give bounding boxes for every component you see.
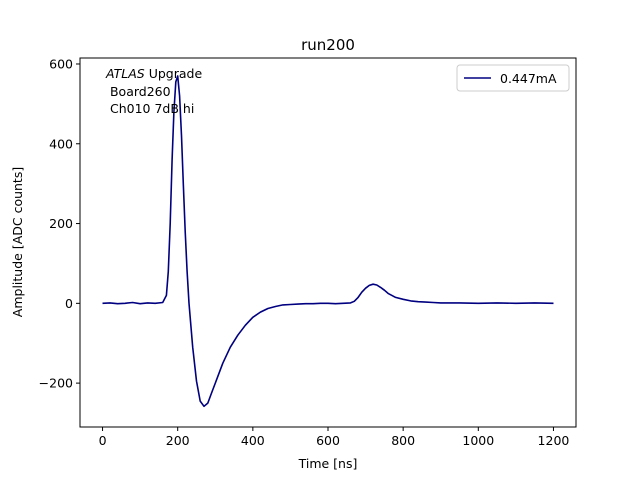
x-tick-label: 800 — [391, 433, 415, 448]
annotation-line-2: Board260 — [106, 84, 171, 99]
annotation: ATLAS Upgrade Board260 Ch010 7dB hi — [105, 66, 202, 116]
series-layer — [102, 75, 554, 408]
series-line — [102, 75, 554, 408]
x-tick-label: 200 — [166, 433, 190, 448]
legend-box — [456, 64, 570, 92]
x-axis: 0 200 400 600 800 1000 1200 — [99, 427, 570, 448]
annotation-atlas: ATLAS — [105, 66, 145, 81]
x-tick-label: 1000 — [462, 433, 494, 448]
x-tick-label: 1200 — [538, 433, 570, 448]
y-tick-label: 400 — [49, 136, 73, 151]
legend: 0.447mA — [456, 64, 570, 92]
x-tick-label: 0 — [99, 433, 107, 448]
annotation-upgrade: Upgrade — [145, 66, 203, 81]
x-tick-label: 400 — [241, 433, 265, 448]
y-tick-label: −200 — [39, 376, 73, 391]
chart-title: run200 — [301, 36, 355, 54]
annotation-line-3: Ch010 7dB hi — [106, 101, 194, 116]
y-tick-label: 0 — [65, 296, 73, 311]
y-tick-label: 200 — [49, 216, 73, 231]
legend-label: 0.447mA — [500, 71, 557, 86]
x-axis-label: Time [ns] — [298, 456, 358, 471]
annotation-line-1: ATLAS Upgrade — [105, 66, 202, 81]
x-tick-label: 600 — [316, 433, 340, 448]
plot-area — [80, 58, 576, 427]
y-tick-label: 600 — [49, 56, 73, 71]
y-axis-label: Amplitude [ADC counts] — [10, 167, 25, 317]
y-axis: −200 0 200 400 600 — [39, 56, 80, 391]
